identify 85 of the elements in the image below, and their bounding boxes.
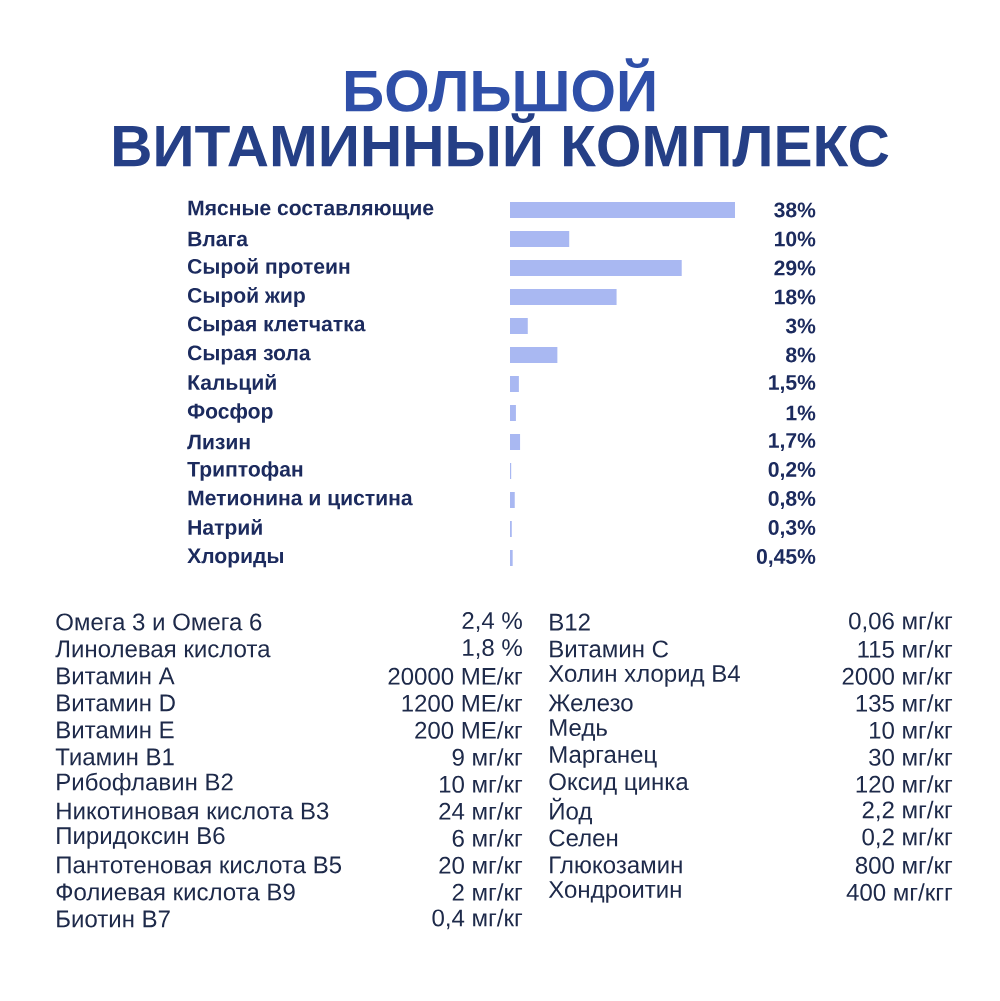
- text: Йод: [550, 797, 592, 825]
- y-tick-label: Сырой жир: [188, 286, 305, 308]
- data-label: 18%: [774, 289, 816, 305]
- text: Никотиновая кислота В3: [57, 802, 329, 820]
- y-tick-label: Метионина и цистина: [188, 490, 413, 510]
- text: 0,2 мг/кг: [862, 827, 953, 849]
- bar: [510, 230, 570, 247]
- text: Селен: [549, 829, 618, 847]
- text: 800 мг/кг: [855, 856, 953, 874]
- text: Рибофлавин В2: [57, 772, 233, 796]
- text: 9 мг/кг: [452, 748, 523, 766]
- bar: [510, 288, 617, 305]
- y-tick-label: Сырая клетчатка: [188, 316, 366, 336]
- text: Оксид цинка: [549, 773, 689, 795]
- bar: [510, 376, 519, 392]
- y-tick-label: Мясные составляющие: [188, 200, 434, 220]
- data-label: 29%: [774, 260, 816, 276]
- text: 0,06 мг/кг: [849, 611, 953, 633]
- bar: [510, 404, 516, 421]
- text: 2000 мг/кг: [842, 667, 953, 685]
- text: Витамин С: [550, 640, 669, 658]
- y-tick-label: Сырая зола: [188, 345, 311, 365]
- text: 400 мг/кгг: [846, 883, 953, 901]
- text: Фолиевая кислота В9: [56, 883, 295, 901]
- y-tick-label: Хлориды: [187, 548, 283, 568]
- data-label: 3%: [785, 318, 816, 334]
- y-tick-label: Лизин: [187, 434, 250, 450]
- text: Пантотеновая кислота В5: [57, 856, 342, 874]
- text: Витамин Е: [57, 721, 174, 739]
- text: 1200 МЕ/кг: [402, 694, 523, 712]
- text: Витамин А: [57, 667, 175, 685]
- data-label: 38%: [774, 202, 816, 218]
- text: Биотин В7: [57, 910, 170, 928]
- text: В12: [550, 613, 590, 631]
- data-label: 10%: [774, 231, 816, 247]
- text: Линолевая кислота: [55, 640, 271, 658]
- text: 2,4 %: [462, 612, 522, 632]
- text: 1,8 %: [463, 639, 522, 659]
- text: Пиридоксин В6: [57, 827, 225, 849]
- text: 0,4 мг/кг: [432, 908, 523, 930]
- text: 30 мг/кг: [869, 748, 953, 766]
- text: Омега 3 и Омега 6: [56, 613, 262, 631]
- text: Холин хлорид В4: [548, 665, 740, 687]
- text: 10 мг/кг: [870, 721, 953, 739]
- chart-title: БОЛЬШОЙ: [345, 58, 655, 112]
- y-tick-label: Сырой протеин: [188, 257, 350, 279]
- data-label: 1%: [786, 405, 816, 421]
- text: 6 мг/кг: [452, 829, 523, 847]
- y-tick-label: Триптофан: [187, 461, 303, 481]
- data-label: 1,5%: [769, 375, 816, 393]
- y-tick-label: Натрий: [188, 518, 262, 540]
- text: 200 МЕ/кг: [415, 721, 523, 739]
- data-label: 0,2%: [768, 461, 816, 480]
- bar: [510, 201, 735, 218]
- bar: [510, 317, 528, 334]
- y-tick-label: Влага: [188, 231, 249, 247]
- data-label: 8%: [786, 347, 816, 363]
- data-label: 0,3%: [768, 519, 816, 538]
- data-label: 1,7%: [769, 433, 816, 451]
- text: Марганец: [550, 746, 657, 768]
- bar: [510, 491, 515, 508]
- text: 135 мг/кг: [856, 694, 953, 712]
- y-tick-label: Фосфор: [187, 403, 273, 423]
- text: Медь: [550, 719, 607, 741]
- bar: [510, 346, 558, 363]
- text: 2,2 мг/кг: [862, 800, 953, 822]
- text: Тиамин В1: [55, 748, 174, 766]
- bar: [510, 259, 682, 276]
- data-label: 0,8%: [768, 490, 816, 509]
- data-label: 0,45%: [756, 548, 816, 567]
- chart-subtitle: ВИТАМИННЫЙ КОМПЛЕКС: [114, 113, 889, 167]
- text: Хондроитин: [548, 881, 681, 903]
- text: 115 мг/кг: [858, 640, 953, 658]
- text: 120 мг/кг: [856, 775, 953, 793]
- y-tick-label: Кальций: [188, 374, 276, 394]
- text: 24 мг/кг: [439, 802, 523, 820]
- text: 20 мг/кг: [439, 856, 523, 874]
- text: 20000 МЕ/кг: [388, 667, 523, 685]
- text: 2 мг/кг: [452, 883, 523, 901]
- bar: [510, 433, 521, 450]
- text: Глюкозамин: [550, 856, 682, 874]
- text: Железо: [548, 694, 633, 712]
- text: Витамин D: [57, 694, 175, 712]
- text: 10 мг/кг: [440, 775, 523, 793]
- bar: [510, 550, 513, 566]
